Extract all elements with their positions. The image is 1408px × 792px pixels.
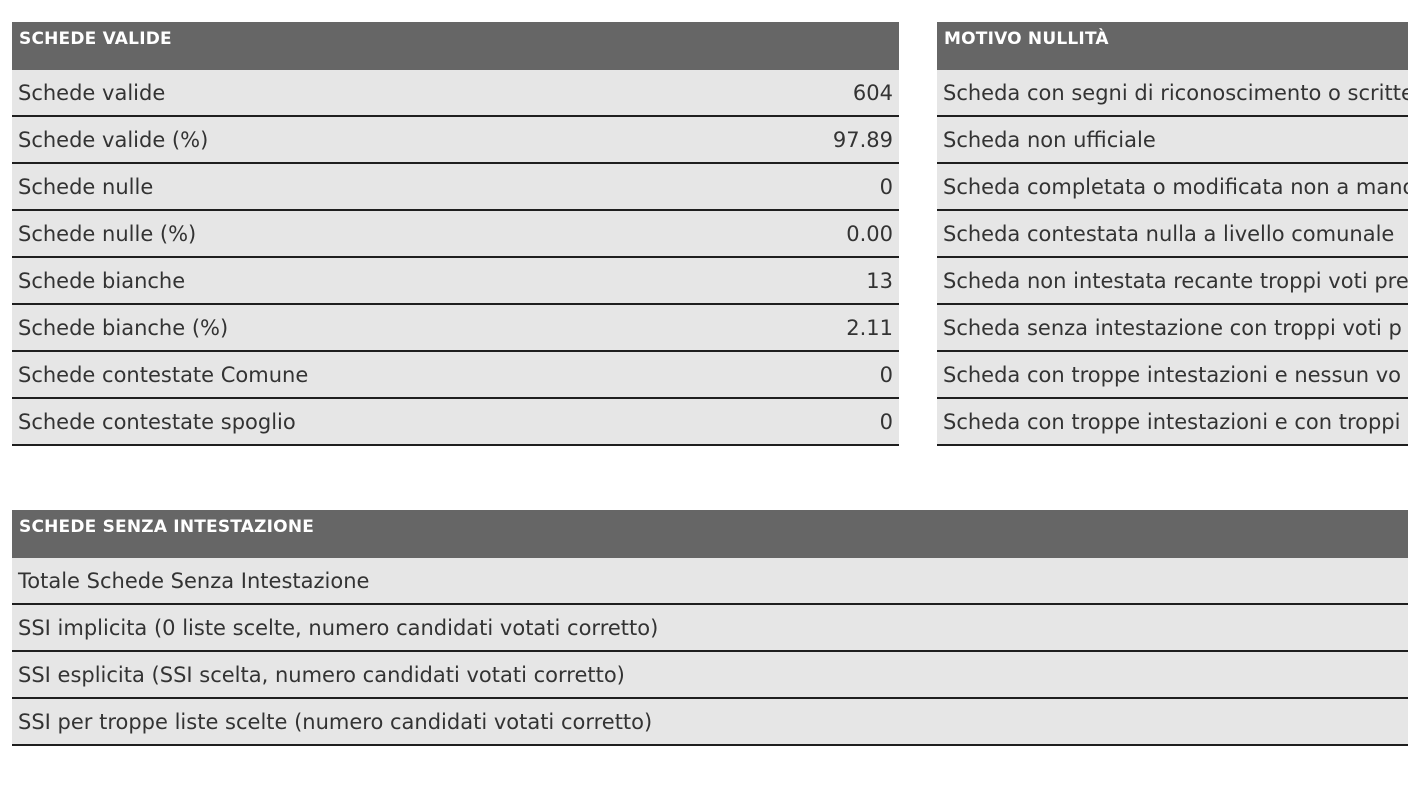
table-row: Scheda con segni di riconoscimento o scr… [937, 70, 1408, 117]
table-row: Schede bianche (%) 2.11 [12, 305, 899, 352]
schede-valide-header: SCHEDE VALIDE [12, 22, 899, 70]
row-label: SSI per troppe liste scelte (numero cand… [18, 709, 653, 734]
row-label: Scheda completata o modificata non a man… [943, 174, 1408, 199]
table-row: Scheda contestata nulla a livello comuna… [937, 211, 1408, 258]
row-label: Scheda con troppe intestazioni e nessun … [943, 362, 1402, 387]
table-row: Scheda non ufficiale [937, 117, 1408, 164]
table-row: Scheda con troppe intestazioni e nessun … [937, 352, 1408, 399]
row-value: 0 [879, 362, 893, 387]
table-row: Schede valide (%) 97.89 [12, 117, 899, 164]
row-label: SSI esplicita (SSI scelta, numero candid… [18, 662, 625, 687]
table-row: Schede nulle 0 [12, 164, 899, 211]
table-row: Schede valide 604 [12, 70, 899, 117]
motivo-nullita-panel: MOTIVO NULLITÀ Scheda con segni di ricon… [937, 22, 1408, 446]
row-label: Schede nulle (%) [18, 221, 197, 246]
row-label: SSI implicita (0 liste scelte, numero ca… [18, 615, 659, 640]
table-row: Scheda senza intestazione con troppi vot… [937, 305, 1408, 352]
row-label: Scheda senza intestazione con troppi vot… [943, 315, 1402, 340]
row-label: Schede contestate spoglio [18, 409, 296, 434]
schede-senza-intestazione-panel: SCHEDE SENZA INTESTAZIONE Totale Schede … [12, 510, 1408, 746]
table-row: SSI esplicita (SSI scelta, numero candid… [12, 652, 1408, 699]
schede-valide-panel: SCHEDE VALIDE Schede valide 604 Schede v… [12, 22, 899, 446]
row-value: 604 [852, 80, 893, 105]
table-row: Scheda non intestata recante troppi voti… [937, 258, 1408, 305]
table-row: SSI per troppe liste scelte (numero cand… [12, 699, 1408, 746]
row-label: Schede bianche (%) [18, 315, 229, 340]
row-label: Schede bianche [18, 268, 186, 293]
row-label: Schede valide (%) [18, 127, 209, 152]
row-label: Schede valide [18, 80, 166, 105]
row-value: 2.11 [846, 315, 893, 340]
table-row: Totale Schede Senza Intestazione [12, 558, 1408, 605]
row-value: 0.00 [846, 221, 893, 246]
row-value: 97.89 [832, 127, 893, 152]
row-value: 0 [879, 409, 893, 434]
schede-senza-intestazione-header: SCHEDE SENZA INTESTAZIONE [12, 510, 1408, 558]
table-row: Schede nulle (%) 0.00 [12, 211, 899, 258]
table-row: SSI implicita (0 liste scelte, numero ca… [12, 605, 1408, 652]
row-label: Scheda contestata nulla a livello comuna… [943, 221, 1395, 246]
row-value: 13 [866, 268, 893, 293]
row-label: Schede contestate Comune [18, 362, 309, 387]
table-row: Schede contestate spoglio 0 [12, 399, 899, 446]
row-label: Totale Schede Senza Intestazione [18, 568, 370, 593]
table-row: Scheda completata o modificata non a man… [937, 164, 1408, 211]
table-row: Scheda con troppe intestazioni e con tro… [937, 399, 1408, 446]
row-label: Scheda non ufficiale [943, 127, 1156, 152]
row-label: Scheda non intestata recante troppi voti… [943, 268, 1408, 293]
row-value: 0 [879, 174, 893, 199]
row-label: Schede nulle [18, 174, 154, 199]
row-label: Scheda con segni di riconoscimento o scr… [943, 80, 1408, 105]
table-row: Schede bianche 13 [12, 258, 899, 305]
table-row: Schede contestate Comune 0 [12, 352, 899, 399]
row-label: Scheda con troppe intestazioni e con tro… [943, 409, 1401, 434]
motivo-nullita-header: MOTIVO NULLITÀ [937, 22, 1408, 70]
